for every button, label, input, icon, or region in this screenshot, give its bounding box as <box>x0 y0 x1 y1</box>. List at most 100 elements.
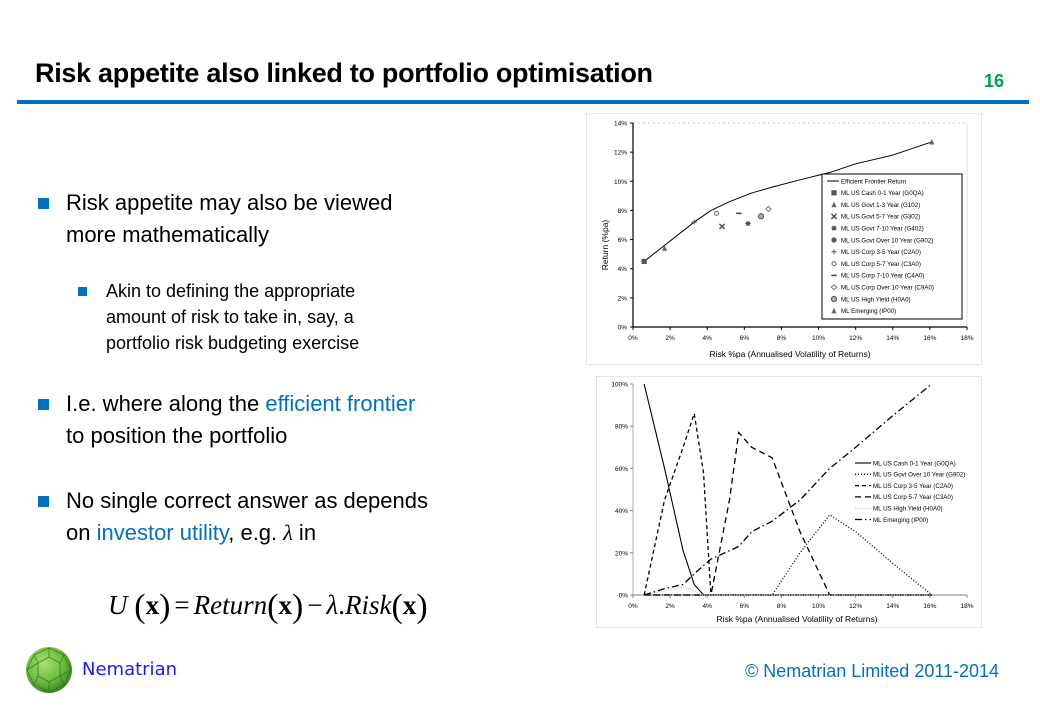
legend-marker <box>830 295 838 303</box>
formula-paren: ( <box>267 588 279 625</box>
formula-paren: ( <box>391 588 403 625</box>
y-tick-label: 12% <box>614 150 627 157</box>
copyright: © Nematrian Limited 2011-2014 <box>745 661 1000 681</box>
y-tick-label: 100% <box>611 382 628 389</box>
x-tick-label: 8% <box>777 603 787 610</box>
efficient-frontier-line <box>643 141 932 262</box>
x-tick-label: 18% <box>960 603 973 610</box>
lambda-symbol: λ <box>283 520 293 545</box>
formula-u: U <box>108 590 128 620</box>
allocation-chart: 0% 20% 40% 60% 80% 100% 0% 2% 4% 6% 8% 10% 12% 14% 16%… <box>596 376 982 628</box>
bullet-square-icon <box>38 399 49 410</box>
investor-utility-link[interactable]: investor utility <box>96 520 229 545</box>
bullet-square-icon <box>38 198 49 209</box>
x-tick-label: 0% <box>628 603 638 610</box>
page-number: 16 <box>984 71 1005 91</box>
y-tick-label: 14% <box>614 121 627 128</box>
y-tick-label: 2% <box>618 295 628 302</box>
bullet-square-icon <box>78 287 87 296</box>
formula-paren: ) <box>416 588 428 625</box>
legend-marker <box>831 261 837 267</box>
data-point <box>719 223 726 230</box>
legend-label: ML US Govt 7-10 Year (G402) <box>841 226 924 233</box>
bullet-2-text: I.e. where along the <box>66 391 266 416</box>
x-tick-label: 16% <box>923 335 936 342</box>
legend-label: ML US Corp 7-10 Year (C4A0) <box>841 273 924 280</box>
y-tick-label: 8% <box>618 208 628 215</box>
legend-marker <box>831 190 837 196</box>
legend-label: ML Emerging (IP00) <box>841 308 896 315</box>
x-axis-title: Risk %pa (Annualised Volatility of Retur… <box>709 349 870 359</box>
x-tick-label: 0% <box>628 335 638 342</box>
bullet-3-text: in <box>292 520 317 545</box>
data-point <box>757 213 765 220</box>
legend-label: ML US Govt Over 10 Year (G902) <box>873 472 965 479</box>
legend-label: ML US Corp 5-7 Year (C3A0) <box>841 261 921 268</box>
data-point <box>714 210 719 216</box>
legend-label: Efficient Frontier Return <box>841 178 907 185</box>
legend-label: ML US Corp Over 10 Year (C9A0) <box>841 285 934 292</box>
formula-paren: ) <box>159 588 171 625</box>
legend-box <box>821 173 963 320</box>
y-tick-label: 0% <box>619 593 629 600</box>
x-tick-label: 6% <box>740 603 750 610</box>
y-tick-label: 6% <box>618 237 628 244</box>
data-point <box>929 138 935 145</box>
formula-x: x <box>402 590 417 620</box>
y-tick-label: 10% <box>614 179 627 186</box>
bullet-square-icon <box>38 496 49 507</box>
x-tick-label: 8% <box>777 335 787 342</box>
slide-title: Risk appetite also linked to portfolio o… <box>35 58 653 88</box>
formula-dot: . <box>338 590 345 620</box>
formula-return: Return <box>193 590 268 620</box>
data-point <box>765 205 772 213</box>
legend-label: ML US High Yield (H0A0) <box>841 296 911 303</box>
formula-equals: = <box>174 590 190 620</box>
data-point <box>691 219 697 225</box>
bullet-3-line-1: No single correct answer as depends <box>66 488 428 513</box>
legend-label: ML US Govt Over 10 Year (G902) <box>841 237 933 244</box>
series-line <box>643 383 933 596</box>
x-tick-label: 4% <box>703 335 713 342</box>
bullet-3: No single correct answer as depends on i… <box>38 485 536 549</box>
sub-bullet-line-1: Akin to defining the appropriate <box>106 281 356 301</box>
legend-label: ML US High Yield (H0A0) <box>873 506 943 513</box>
efficient-frontier-link[interactable]: efficient frontier <box>265 391 416 416</box>
bullet-3-text: on <box>66 520 97 545</box>
y-tick-label: 80% <box>615 424 628 431</box>
brand-name[interactable]: Nematrian <box>82 659 178 680</box>
formula-x: x <box>145 590 160 620</box>
legend-marker <box>831 225 837 231</box>
series-line <box>644 586 932 596</box>
bullet-1-line-2: more mathematically <box>66 222 269 247</box>
x-tick-label: 12% <box>849 603 862 610</box>
y-axis-title: Return (%pa) <box>600 220 610 271</box>
legend-label: ML Emerging (IP00) <box>873 517 928 524</box>
formula-x: x <box>278 590 292 620</box>
x-tick-label: 16% <box>923 603 936 610</box>
x-tick-label: 4% <box>703 603 713 610</box>
y-tick-label: 0% <box>618 325 628 332</box>
legend-label: ML US Corp 5-7 Year (C3A0) <box>873 494 953 501</box>
y-tick-label: 20% <box>615 550 628 557</box>
legend-label: ML US Cash 0-1 Year (G0QA) <box>841 190 924 197</box>
formula-lambda: λ <box>326 590 339 620</box>
formula-risk: Risk <box>344 590 392 620</box>
legend-marker <box>831 249 837 255</box>
x-tick-label: 14% <box>886 335 899 342</box>
x-tick-label: 10% <box>812 603 825 610</box>
formula-minus: − <box>307 590 323 620</box>
x-tick-label: 6% <box>740 335 750 342</box>
data-point <box>661 245 668 251</box>
x-tick-label: 18% <box>960 335 973 342</box>
x-tick-label: 14% <box>886 603 899 610</box>
data-point <box>641 258 647 265</box>
legend-label: ML US Govt 1-3 Year (G102) <box>841 202 920 209</box>
y-tick-label: 4% <box>618 266 628 273</box>
sub-bullet-line-3: portfolio risk budgeting exercise <box>106 333 360 353</box>
x-tick-label: 2% <box>665 335 675 342</box>
bullet-1-line-1: Risk appetite may also be viewed <box>66 190 393 215</box>
data-point <box>745 220 751 227</box>
title-divider <box>17 100 1029 104</box>
sub-bullet-1: Akin to defining the appropriate amount … <box>78 278 486 356</box>
